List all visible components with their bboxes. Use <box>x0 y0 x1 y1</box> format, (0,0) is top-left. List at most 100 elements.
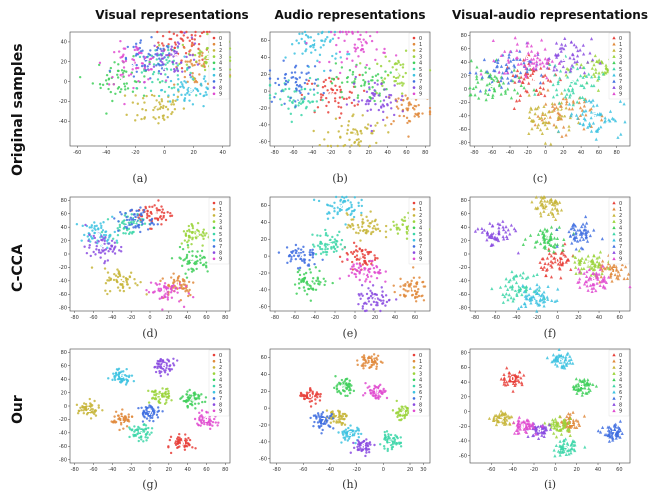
point-class-3 <box>147 401 151 404</box>
cluster-label-7: 7 <box>499 69 504 77</box>
point-class-4 <box>368 67 371 70</box>
point-class-7 <box>132 218 135 221</box>
point-class-5 <box>138 431 142 435</box>
point-class-8 <box>163 371 167 374</box>
legend-marker-2 <box>212 49 216 52</box>
point-class-0 <box>557 259 561 263</box>
legend-marker-7 <box>412 245 416 248</box>
point-class-5 <box>391 441 394 444</box>
point-class-6 <box>357 201 360 205</box>
point-class-8 <box>505 234 509 239</box>
point-class-3 <box>158 397 162 401</box>
point-class-0 <box>160 217 163 221</box>
y-tick-label: 20 <box>461 238 467 244</box>
point-class-5 <box>134 429 137 432</box>
legend-marker-4 <box>212 378 216 382</box>
point-class-0 <box>201 58 204 61</box>
point-class-9 <box>596 277 600 281</box>
point-class-3 <box>606 266 611 270</box>
point-class-9 <box>178 282 181 285</box>
y-tick-label: 20 <box>61 60 67 66</box>
point-class-8 <box>502 237 506 241</box>
point-class-9 <box>362 394 365 397</box>
point-class-0 <box>357 258 361 261</box>
y-tick-label: -20 <box>259 106 267 112</box>
point-class-7 <box>124 225 127 228</box>
point-class-0 <box>169 435 173 439</box>
x-tick-label: 60 <box>616 315 622 321</box>
point-class-8 <box>160 49 163 53</box>
point-class-8 <box>372 308 375 311</box>
point-class-9 <box>170 284 174 288</box>
point-class-7 <box>487 74 492 78</box>
point-class-9 <box>329 30 333 34</box>
point-class-2 <box>547 120 552 125</box>
point-class-4 <box>123 69 126 73</box>
point-class-2 <box>554 125 558 129</box>
point-class-7 <box>313 82 316 85</box>
point-class-4 <box>331 281 334 285</box>
point-class-5 <box>148 433 151 436</box>
legend-marker-1 <box>212 359 216 363</box>
point-class-3 <box>167 389 170 393</box>
point-class-7 <box>298 76 302 79</box>
point-class-2 <box>171 100 174 104</box>
point-class-8 <box>501 234 505 239</box>
point-class-5 <box>379 443 382 446</box>
legend-label-2: 2 <box>419 213 422 219</box>
axes-frame <box>269 31 431 147</box>
y-tick-label: 0 <box>64 252 67 258</box>
point-class-3 <box>398 410 401 413</box>
point-class-8 <box>165 366 168 370</box>
point-class-6 <box>107 377 110 380</box>
x-tick-label: 0 <box>163 150 166 156</box>
point-class-0 <box>549 79 553 83</box>
legend-label-0: 0 <box>419 201 422 207</box>
point-class-2 <box>164 105 168 109</box>
legend-label-4: 4 <box>619 61 622 67</box>
point-class-3 <box>396 82 399 85</box>
point-class-5 <box>144 433 148 436</box>
point-class-2 <box>116 280 119 284</box>
point-class-7 <box>514 73 518 78</box>
point-class-7 <box>117 229 120 232</box>
point-class-3 <box>397 226 400 230</box>
point-class-3 <box>396 72 400 75</box>
y-tick-label: 80 <box>61 198 67 204</box>
point-class-3 <box>163 392 166 395</box>
point-class-4 <box>297 282 301 285</box>
point-class-8 <box>575 54 580 58</box>
legend-label-7: 7 <box>419 79 422 85</box>
point-class-4 <box>200 249 204 253</box>
point-class-6 <box>352 429 355 433</box>
point-class-7 <box>299 257 303 261</box>
legend-label-2: 2 <box>419 48 422 54</box>
point-class-1 <box>392 120 395 123</box>
legend-label-0: 0 <box>219 353 222 359</box>
point-class-4 <box>184 272 187 275</box>
point-class-7 <box>146 228 150 231</box>
legend-marker-5 <box>412 67 416 71</box>
point-class-1 <box>582 104 586 108</box>
point-class-8 <box>491 243 495 247</box>
point-class-9 <box>591 271 596 275</box>
point-class-7 <box>284 83 287 86</box>
point-class-2 <box>543 117 547 122</box>
point-class-2 <box>140 117 143 121</box>
point-class-7 <box>166 75 170 79</box>
legend-label-9: 9 <box>419 257 422 263</box>
point-class-4 <box>376 79 379 82</box>
point-class-4 <box>309 299 313 302</box>
point-class-4 <box>119 90 122 94</box>
legend-marker-0 <box>212 353 216 357</box>
point-class-4 <box>549 236 553 240</box>
point-class-6 <box>204 80 207 83</box>
point-class-4 <box>389 71 392 74</box>
point-class-4 <box>549 234 553 238</box>
point-class-2 <box>153 106 156 109</box>
point-class-9 <box>335 43 338 47</box>
legend-label-7: 7 <box>619 79 622 85</box>
cluster-label-0: 0 <box>530 75 535 83</box>
point-class-2 <box>108 276 111 279</box>
point-class-5 <box>144 424 148 427</box>
